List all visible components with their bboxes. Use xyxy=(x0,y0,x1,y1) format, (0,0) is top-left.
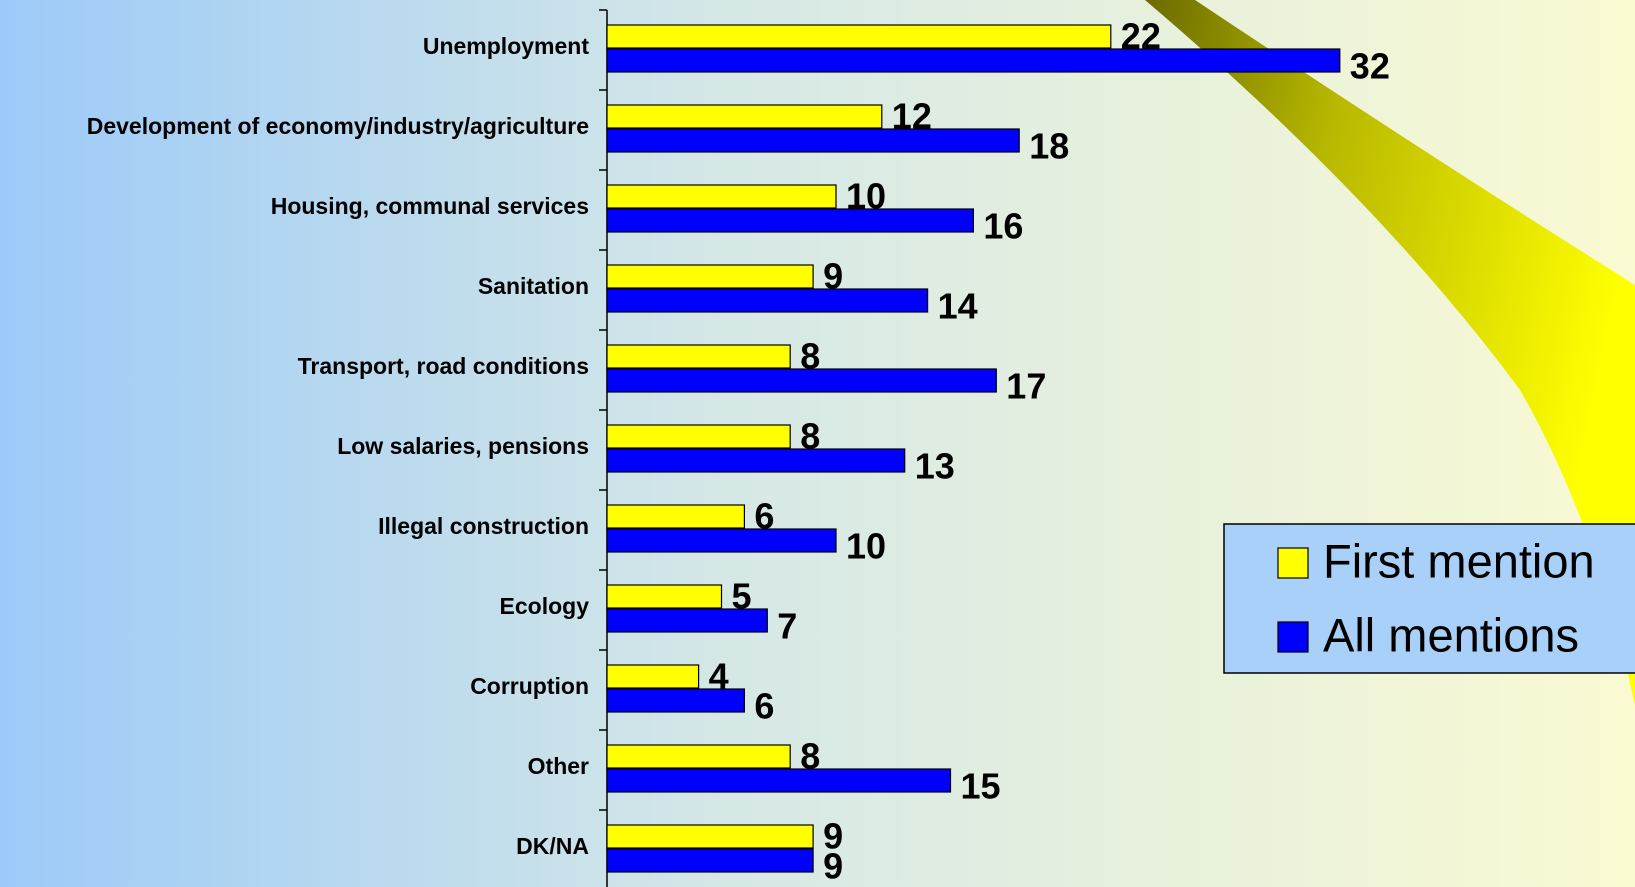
category-label: Transport, road conditions xyxy=(298,353,589,379)
category-label: Illegal construction xyxy=(378,513,589,539)
bar xyxy=(606,424,791,449)
category-label: Housing, communal services xyxy=(271,193,589,219)
bar xyxy=(606,104,883,129)
data-label: 17 xyxy=(1006,366,1046,407)
category-label: Unemployment xyxy=(423,33,589,59)
bar xyxy=(606,768,952,793)
bar xyxy=(606,264,814,289)
data-label: 6 xyxy=(754,686,774,727)
legend-label: All mentions xyxy=(1323,608,1579,661)
data-label: 16 xyxy=(983,206,1023,247)
bar xyxy=(606,24,1112,49)
legend-swatch xyxy=(1277,621,1309,653)
data-label: 18 xyxy=(1029,126,1069,167)
data-label: 32 xyxy=(1350,46,1390,87)
category-label: Sanitation xyxy=(478,273,589,299)
category-label: Development of economy/industry/agricult… xyxy=(87,113,589,139)
data-label: 6 xyxy=(754,496,774,537)
data-label: 9 xyxy=(823,256,843,297)
data-label: 9 xyxy=(823,816,843,857)
bar xyxy=(606,344,791,369)
bar xyxy=(606,208,974,233)
bar xyxy=(606,824,814,849)
category-label: Low salaries, pensions xyxy=(337,433,589,459)
data-label: 7 xyxy=(777,606,797,647)
data-label: 14 xyxy=(938,286,978,327)
data-label: 8 xyxy=(800,336,820,377)
legend-label: First mention xyxy=(1323,534,1595,587)
bar xyxy=(606,128,1020,153)
bar xyxy=(606,608,768,633)
decorative-swoosh xyxy=(1145,0,1635,705)
data-label: 13 xyxy=(915,446,955,487)
bar xyxy=(606,688,745,713)
bar xyxy=(606,744,791,769)
legend: First mention All mentions xyxy=(1223,523,1635,674)
bar xyxy=(606,184,837,209)
data-label: 4 xyxy=(709,656,729,697)
bar xyxy=(606,504,745,529)
bar xyxy=(606,368,997,393)
bar xyxy=(606,848,814,873)
legend-swatch xyxy=(1277,547,1309,579)
bar xyxy=(606,584,723,609)
data-label: 9 xyxy=(823,846,843,887)
data-label: 10 xyxy=(846,526,886,567)
bar xyxy=(606,528,837,553)
data-label: 15 xyxy=(961,766,1001,807)
bar xyxy=(606,288,929,313)
category-label: Other xyxy=(528,753,589,779)
data-label: 8 xyxy=(800,736,820,777)
data-label: 8 xyxy=(800,416,820,457)
data-label: 5 xyxy=(732,576,752,617)
bar xyxy=(606,48,1341,73)
category-label: DK/NA xyxy=(516,833,589,859)
category-label: Corruption xyxy=(470,673,589,699)
bar xyxy=(606,664,700,689)
category-label: Ecology xyxy=(500,593,590,619)
bar xyxy=(606,448,906,473)
